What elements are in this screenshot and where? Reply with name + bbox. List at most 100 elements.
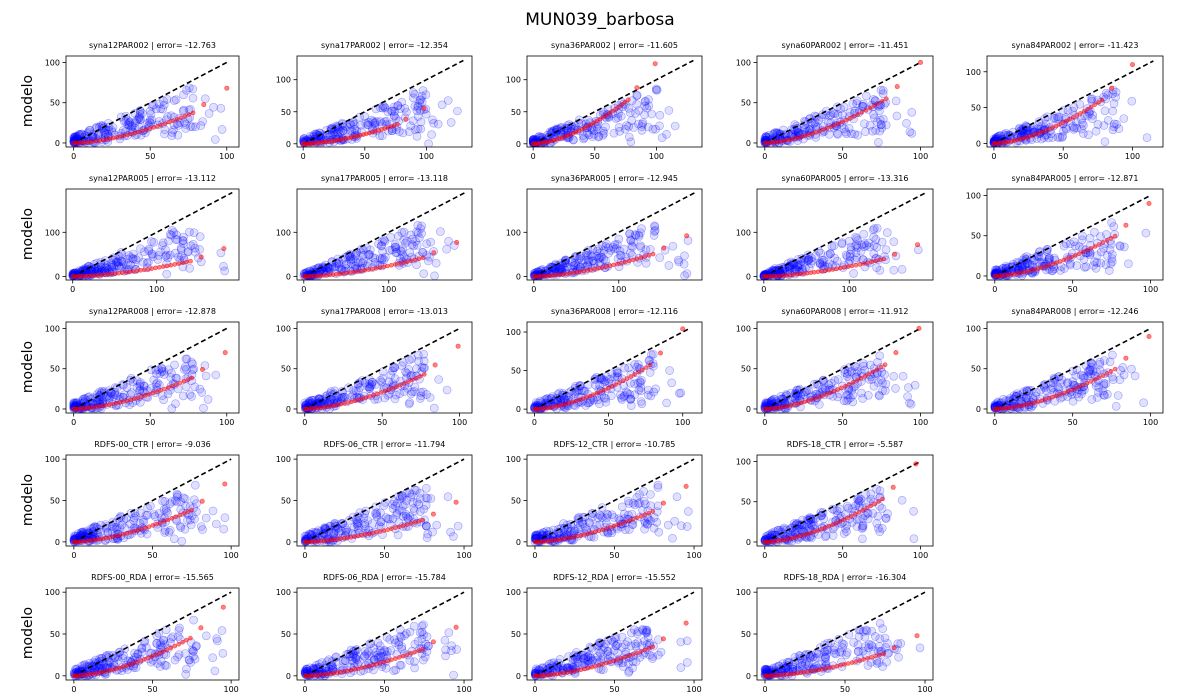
- scatter-point: [641, 258, 651, 268]
- scatter-point: [196, 121, 206, 130]
- y-tick-label: 100: [276, 324, 291, 333]
- y-tick-label: 0: [286, 140, 291, 149]
- scatter-point: [380, 236, 390, 246]
- scatter-point: [75, 130, 85, 139]
- scatter-point: [410, 101, 420, 111]
- scatter-point: [453, 106, 462, 116]
- mean-point: [894, 84, 900, 90]
- scatter-point: [1130, 371, 1140, 381]
- scatter-point: [188, 122, 197, 131]
- identity-line: [763, 191, 927, 278]
- mean-point: [356, 397, 361, 403]
- scatter-point: [418, 387, 428, 397]
- scatter-point: [655, 110, 665, 120]
- scatter-point: [647, 109, 657, 119]
- mean-point: [1109, 85, 1115, 91]
- scatter-point: [408, 234, 417, 244]
- y-tick-label: 100: [45, 228, 60, 237]
- scatter-point: [892, 111, 902, 121]
- mean-point: [815, 269, 821, 275]
- scatter-point: [305, 397, 315, 407]
- scatter-point: [603, 510, 613, 520]
- scatter-point: [106, 391, 115, 401]
- scatter-point: [1090, 227, 1099, 237]
- scatter-point: [380, 117, 390, 126]
- scatter-point: [159, 96, 168, 106]
- mean-point: [652, 61, 658, 67]
- x-tick-label: 0: [71, 551, 76, 560]
- subplot-title: RDFS-00_CTR | error= -9.036: [94, 440, 211, 449]
- scatter-point: [876, 85, 886, 95]
- scatter-point: [188, 93, 198, 103]
- mean-point: [585, 268, 590, 273]
- scatter-point: [869, 232, 879, 242]
- scatter-point: [409, 241, 419, 251]
- y-tick-label: 50: [741, 365, 751, 374]
- scatter-point: [626, 248, 635, 258]
- scatter-point: [823, 250, 833, 260]
- scatter-point: [88, 527, 98, 537]
- scatter-point: [1048, 266, 1057, 275]
- scatter-point: [674, 388, 684, 398]
- mean-point: [683, 483, 689, 489]
- scatter-point: [870, 113, 879, 123]
- scatter-point: [1115, 241, 1125, 250]
- scatter-point: [996, 131, 1005, 140]
- scatter-point: [422, 239, 432, 248]
- scatter-point: [349, 386, 358, 395]
- scatter-point: [143, 119, 152, 128]
- scatter-point: [793, 262, 803, 272]
- scatter-point: [811, 121, 821, 130]
- mean-point: [622, 99, 628, 105]
- scatter-point: [584, 255, 593, 265]
- mean-point: [1074, 113, 1080, 118]
- mean-point: [378, 390, 384, 395]
- x-tick-label: 0: [762, 152, 767, 161]
- mean-point: [1099, 97, 1105, 103]
- scatter-point: [363, 382, 373, 392]
- mean-point: [1043, 264, 1048, 269]
- scatter-point: [190, 243, 200, 253]
- mean-point: [199, 498, 205, 504]
- scatter-point: [869, 224, 879, 233]
- scatter-point: [1096, 258, 1106, 268]
- mean-point: [604, 526, 609, 531]
- scatter-point: [614, 123, 624, 132]
- scatter-point: [167, 131, 177, 140]
- scatter-point: [848, 99, 858, 109]
- scatter-point: [114, 257, 123, 266]
- scatter-point: [135, 381, 145, 391]
- subplot-title: syna84PAR005 | error= -12.871: [1012, 174, 1139, 183]
- mean-point: [420, 517, 426, 523]
- scatter-point: [332, 127, 342, 137]
- scatter-point: [144, 257, 153, 267]
- scatter-point: [1100, 137, 1110, 146]
- scatter-point: [443, 96, 453, 105]
- mean-point: [374, 391, 380, 397]
- scatter-point: [825, 130, 834, 139]
- scatter-point: [592, 124, 602, 134]
- scatter-point: [1034, 247, 1044, 257]
- scatter-point: [815, 259, 825, 269]
- mean-point: [1108, 368, 1114, 374]
- scatter-point: [163, 389, 173, 399]
- scatter-point: [641, 96, 650, 106]
- mean-point: [613, 382, 618, 387]
- scatter-point: [845, 249, 855, 259]
- scatter-point: [153, 378, 162, 388]
- scatter-point: [860, 119, 869, 128]
- mean-point: [174, 116, 180, 122]
- scatter-point: [179, 391, 188, 401]
- scatter-point: [1107, 254, 1117, 263]
- mean-point: [173, 382, 179, 387]
- mean-point: [1057, 259, 1063, 264]
- scatter-point: [436, 227, 445, 236]
- scatter-point: [662, 130, 671, 139]
- scatter-point: [674, 257, 684, 267]
- scatter-point: [1088, 110, 1098, 120]
- mean-point: [1092, 244, 1098, 249]
- scatter-point: [631, 109, 640, 118]
- scatter-point: [875, 265, 885, 275]
- scatter-point: [683, 507, 693, 516]
